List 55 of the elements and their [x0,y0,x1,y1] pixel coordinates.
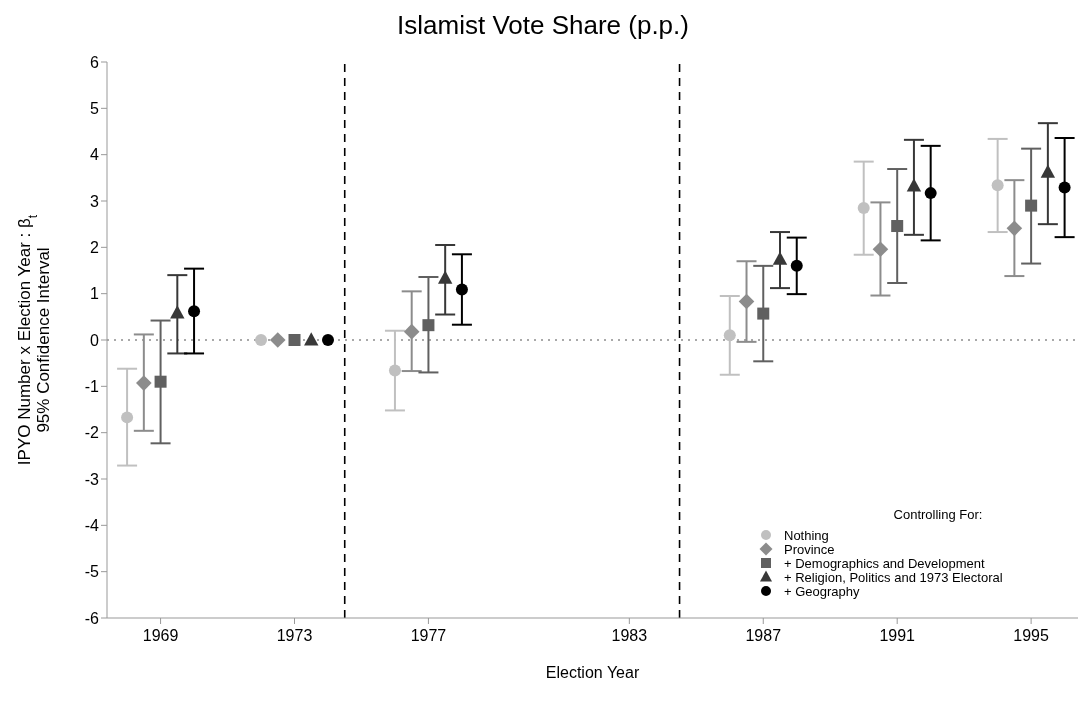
x-tick-label: 1991 [879,627,916,645]
point [790,259,803,272]
y-tick-label: 6 [90,53,100,71]
point [255,334,268,346]
x-tick-label: 1977 [410,627,447,645]
y-tick-label: 0 [90,331,100,349]
y-tick-label: -3 [84,470,100,488]
x-tick-label: 1973 [276,627,313,645]
point [288,334,301,346]
chart-title: Islamist Vote Share (p.p.) [396,9,690,42]
point [170,305,185,319]
point [924,187,937,200]
y-tick-label: -5 [84,563,100,581]
point [321,334,334,346]
point [121,411,134,424]
point [1006,220,1023,237]
point [1025,199,1038,212]
point [857,201,870,214]
point [757,307,770,320]
point [403,323,420,340]
point [304,332,319,346]
point [1040,164,1056,178]
point [422,319,435,332]
point [772,251,788,265]
y-tick-label: 2 [90,239,100,257]
point [136,375,152,391]
point [738,293,755,310]
point [723,329,736,342]
x-tick-label: 1969 [142,627,179,645]
point [388,364,401,377]
point [437,270,453,284]
point [455,283,468,296]
x-axis-title: Election Year [545,664,640,681]
y-tick-label: -1 [84,378,100,396]
point [991,179,1004,192]
y-tick-label: -2 [84,424,100,442]
legend-label: + Demographics and Development [784,555,985,571]
y-tick-label: 1 [90,285,100,303]
x-tick-label: 1983 [611,627,648,645]
legend-label: Nothing [784,527,829,543]
y-tick-label: 4 [90,146,100,164]
x-tick-label: 1995 [1013,627,1050,645]
point [872,241,889,257]
y-tick-label: -6 [84,609,100,627]
y-tick-label: -4 [84,517,100,535]
x-tick-label: 1987 [745,627,782,645]
y-tick-label: 5 [90,100,100,118]
point [891,220,904,233]
y-tick-label: 3 [90,192,100,210]
point [188,305,201,318]
point [906,178,922,192]
point [1058,181,1071,194]
point [269,332,286,348]
point [154,375,167,388]
legend-title: Controlling For: [892,507,984,522]
